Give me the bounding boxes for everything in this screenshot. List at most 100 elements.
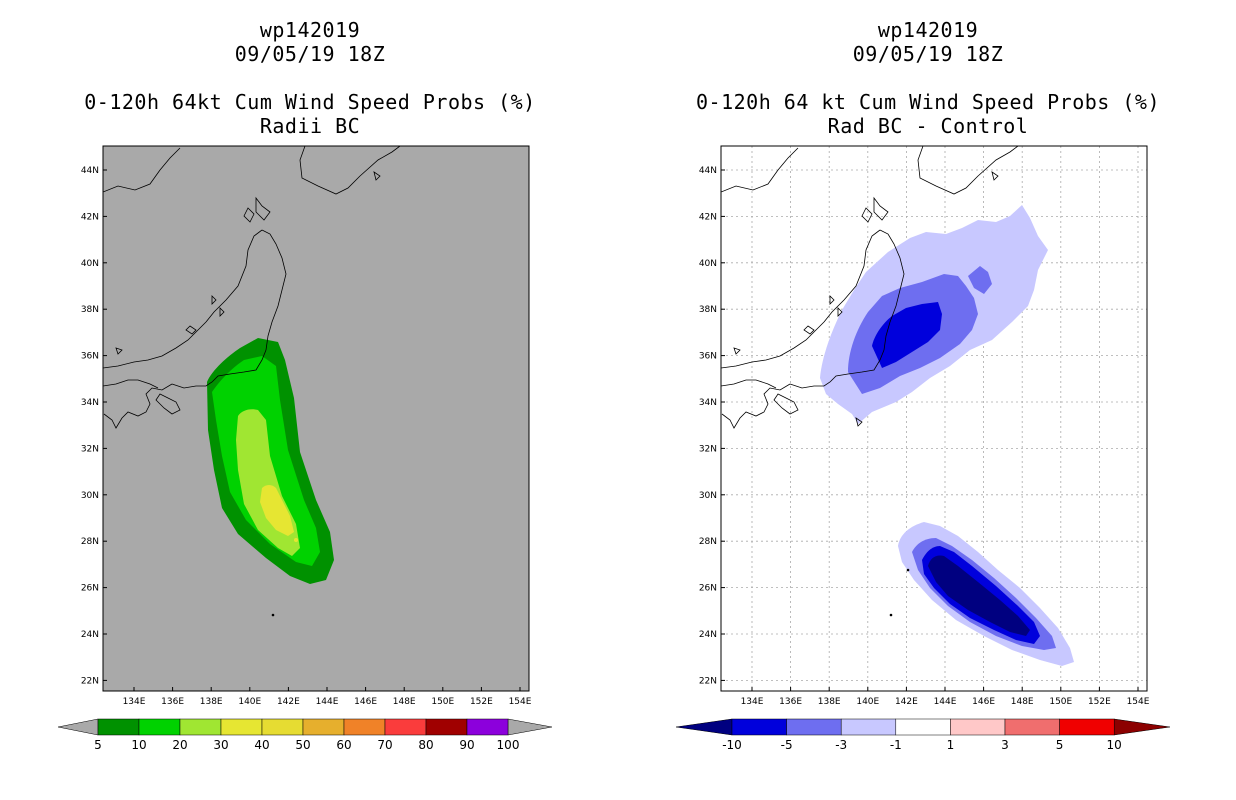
right-south-contour-minus10 [928,555,1030,636]
right-datetime: 09/05/19 18Z [852,42,1004,66]
left-lon-axis: 134E 136E 138E 140E 142E 144E 146E 148E 150E 152E… [123,687,532,707]
left-lon-label: 152E [470,697,493,707]
right-lat-label: 26N [699,584,717,594]
left-map-panel: 44N 42N 40N 38N 36N 34N 32N 30N 28N 26N 24N 22N 134… [81,145,532,707]
left-product-title: 0-120h 64kt Cum Wind Speed Probs (%) [84,90,536,114]
right-lat-label: 28N [699,537,717,547]
right-map-background [721,146,1147,691]
right-colorbar-label: -10 [722,738,742,752]
left-lon-label: 146E [354,697,377,707]
left-product-subtitle: Radii BC [259,114,361,138]
right-lat-label: 24N [699,630,717,640]
left-colorbar-swatch [384,718,427,736]
right-north-contour-minus5 [872,302,942,368]
left-lat-label: 40N [81,259,99,269]
right-lon-label: 152E [1088,697,1111,707]
left-datetime: 09/05/19 18Z [234,42,386,66]
left-colorbar-label: 20 [172,738,187,752]
left-lon-label: 154E [509,697,532,707]
right-colorbar-swatch [895,718,951,736]
right-lat-label: 22N [699,676,717,686]
right-lon-axis: 134E 136E 138E 140E 142E 144E 146E 148E 150E 152E… [741,687,1150,707]
left-lat-label: 38N [81,305,99,315]
right-map-frame [720,145,1148,692]
right-colorbar-swatch [1059,718,1115,736]
left-lat-label: 42N [81,212,99,222]
left-colorbar-swatch [138,718,181,736]
right-lon-label: 146E [972,697,995,707]
right-lon-label: 148E [1011,697,1034,707]
left-colorbar-swatch [97,718,140,736]
right-north-contour-minus3-lobe [968,266,992,294]
right-lat-label: 30N [699,491,717,501]
left-colorbar-swatch [302,718,345,736]
left-colorbar-label: 70 [377,738,392,752]
right-island-dot-2 [906,568,910,572]
right-colorbar-swatch [786,718,842,736]
right-coastlines [721,146,1019,429]
right-lat-axis: 44N 42N 40N 38N 36N 34N 32N 30N 28N 26N 24N 22N [699,166,725,686]
left-colorbar-swatch [261,718,304,736]
left-lat-label: 36N [81,352,99,362]
left-colorbar-swatch [220,718,263,736]
left-title-block: wp142019 09/05/19 18Z [30,18,590,66]
right-colorbar-swatch [840,718,897,736]
right-lat-label: 36N [699,352,717,362]
right-subtitle-block: 0-120h 64 kt Cum Wind Speed Probs (%) Ra… [648,90,1208,138]
left-colorbar: 5 10 20 30 40 50 60 70 80 90 100 [57,718,553,752]
right-lat-label: 44N [699,166,717,176]
left-coastlines [103,146,401,429]
right-lon-label: 140E [856,697,879,707]
left-lon-label: 136E [161,697,184,707]
right-colorbar-low-arrow [675,718,733,736]
right-northern-difference-contours [820,205,1048,424]
left-contour-30pct [260,485,294,536]
right-lon-label: 150E [1049,697,1072,707]
left-lon-label: 148E [393,697,416,707]
left-lon-label: 142E [277,697,300,707]
left-colorbar-label: 40 [254,738,269,752]
left-storm-id: wp142019 [259,18,361,42]
right-southern-difference-contours [898,522,1074,666]
left-colorbar-label: 10 [131,738,146,752]
left-lat-label: 22N [81,676,99,686]
left-colorbar-label: 30 [213,738,228,752]
left-lon-label: 150E [431,697,454,707]
left-colorbar-label: 50 [295,738,310,752]
right-lat-label: 32N [699,444,717,454]
left-colorbar-label: 90 [459,738,474,752]
left-lon-label: 138E [200,697,223,707]
left-colorbar-low-arrow [57,718,99,736]
left-colorbar-high-arrow [507,718,553,736]
right-lon-label: 136E [779,697,802,707]
right-colorbar-label: 3 [1001,738,1009,752]
right-lon-label: 154E [1127,697,1150,707]
right-colorbar-label: -1 [890,738,902,752]
left-lat-label: 44N [81,166,99,176]
left-subtitle-block: 0-120h 64kt Cum Wind Speed Probs (%) Rad… [30,90,590,138]
left-colorbar-label: 5 [94,738,102,752]
right-colorbar-swatch [731,718,787,736]
right-product-subtitle: Rad BC - Control [827,114,1029,138]
right-island-dot-1 [889,613,893,617]
right-colorbar-label: -3 [835,738,847,752]
right-colorbar-label: -5 [781,738,793,752]
right-title-block: wp142019 09/05/19 18Z [648,18,1208,66]
left-lat-label: 26N [81,584,99,594]
left-lon-label: 144E [316,697,339,707]
left-colorbar-label: 100 [497,738,520,752]
right-lat-label: 34N [699,398,717,408]
right-lat-label: 40N [699,259,717,269]
right-colorbar: -10 -5 -3 -1 1 3 5 10 [675,718,1171,752]
left-colorbar-swatch [343,718,386,736]
left-lon-label: 134E [123,697,146,707]
left-colorbar-swatch [179,718,222,736]
left-map-background [103,146,529,691]
left-probability-contours [207,338,334,584]
right-lat-label: 38N [699,305,717,315]
left-map-frame [102,145,530,692]
right-colorbar-high-arrow [1113,718,1171,736]
left-contour-30pct-spot [294,538,298,542]
right-lon-label: 134E [741,697,764,707]
left-lat-label: 24N [81,630,99,640]
